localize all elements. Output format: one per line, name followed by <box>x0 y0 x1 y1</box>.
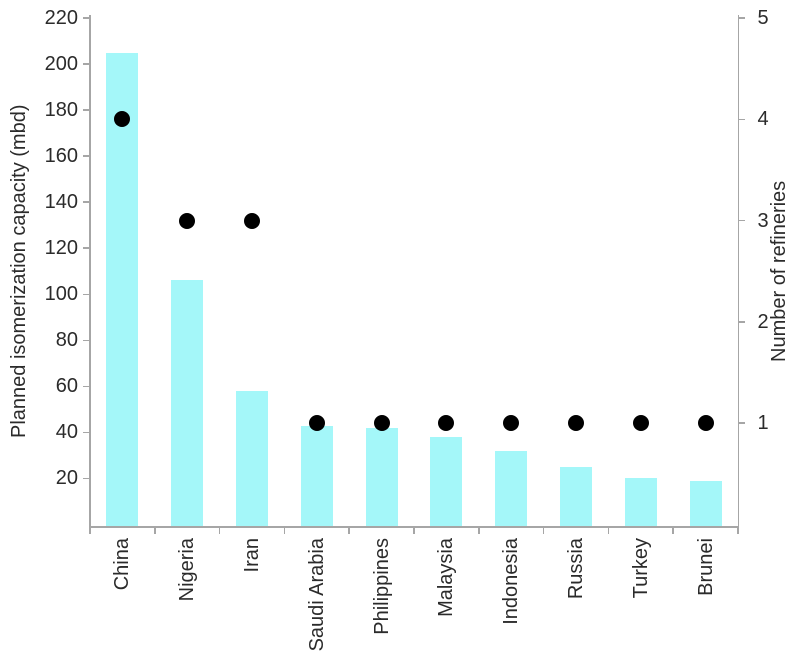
left-axis-tick-label: 20 <box>55 467 78 490</box>
x-axis-tick <box>737 527 739 534</box>
left-axis-tick <box>83 431 90 434</box>
left-axis-tick-label: 60 <box>55 375 78 398</box>
bar-saudi-arabia <box>300 425 333 526</box>
x-axis-tick <box>218 527 221 534</box>
left-axis-tick-label: 200 <box>44 53 78 76</box>
x-axis-line <box>89 526 739 528</box>
bar-nigeria <box>171 280 204 526</box>
right-axis-tick-label: 3 <box>757 209 769 232</box>
marker-china <box>114 111 131 128</box>
category-label-turkey: Turkey <box>629 538 652 599</box>
category-label-china: China <box>111 538 134 591</box>
marker-brunei <box>697 415 714 432</box>
left-axis-line <box>89 15 91 527</box>
left-axis-tick-label: 160 <box>44 145 78 168</box>
right-axis-tick <box>738 422 745 424</box>
left-axis-tick <box>83 63 90 65</box>
right-axis-tick-label: 2 <box>757 310 769 333</box>
left-axis-tick-label: 40 <box>55 421 78 444</box>
x-axis-tick <box>478 527 480 534</box>
left-axis-tick <box>83 293 90 296</box>
left-axis-tick <box>83 339 90 342</box>
x-axis-tick <box>89 527 91 534</box>
category-label-indonesia: Indonesia <box>500 538 523 625</box>
left-axis-tick <box>83 155 90 157</box>
bar-russia <box>560 466 592 526</box>
left-axis-tick-label: 120 <box>44 237 78 260</box>
category-label-philippines: Philippines <box>370 538 393 635</box>
marker-iran <box>244 212 260 229</box>
left-axis-tick-label: 100 <box>44 283 78 306</box>
right-axis-line <box>737 15 739 527</box>
category-label-nigeria: Nigeria <box>176 538 199 602</box>
bar-turkey <box>624 478 657 526</box>
right-axis-tick-label: 1 <box>757 412 769 435</box>
x-axis-tick <box>348 527 350 534</box>
bar-iran <box>236 390 268 526</box>
marker-nigeria <box>179 212 196 229</box>
bar-china <box>106 52 139 526</box>
left-axis-tick <box>83 201 90 203</box>
bar-philippines <box>365 427 398 526</box>
category-label-malaysia: Malaysia <box>435 538 458 617</box>
x-axis-tick <box>413 527 415 534</box>
right-axis-tick <box>738 118 745 121</box>
left-axis-tick <box>83 385 90 388</box>
right-axis-tick-label: 4 <box>757 108 769 131</box>
marker-indonesia <box>503 415 520 432</box>
left-axis-tick-label: 140 <box>44 191 78 214</box>
marker-turkey <box>632 415 649 432</box>
x-axis-tick <box>283 527 286 534</box>
right-axis-tick <box>738 17 745 19</box>
bar-malaysia <box>430 437 463 526</box>
category-label-iran: Iran <box>241 538 263 573</box>
left-axis-tick-label: 220 <box>44 7 78 29</box>
left-axis-tick-label: 80 <box>55 329 78 352</box>
category-label-russia: Russia <box>565 538 587 600</box>
left-axis-tick <box>83 109 90 111</box>
right-axis-tick <box>738 321 745 323</box>
bar-indonesia <box>495 450 528 526</box>
left-axis-tick <box>83 477 90 480</box>
right-axis-tick <box>738 219 745 222</box>
marker-philippines <box>373 415 390 432</box>
left-axis-tick-label: 180 <box>44 99 78 122</box>
marker-malaysia <box>438 415 455 432</box>
marker-russia <box>568 415 584 432</box>
marker-saudi-arabia <box>308 415 325 432</box>
bar-brunei <box>689 480 722 526</box>
x-axis-tick <box>542 527 545 534</box>
x-axis-tick <box>607 527 610 534</box>
x-axis-tick <box>154 527 156 534</box>
category-label-brunei: Brunei <box>694 538 717 596</box>
left-axis-tick <box>83 247 90 249</box>
right-axis-tick-label: 5 <box>757 7 769 29</box>
left-axis-tick <box>83 17 90 19</box>
x-axis-tick <box>672 527 674 534</box>
category-label-saudi-arabia: Saudi Arabia <box>305 538 328 652</box>
